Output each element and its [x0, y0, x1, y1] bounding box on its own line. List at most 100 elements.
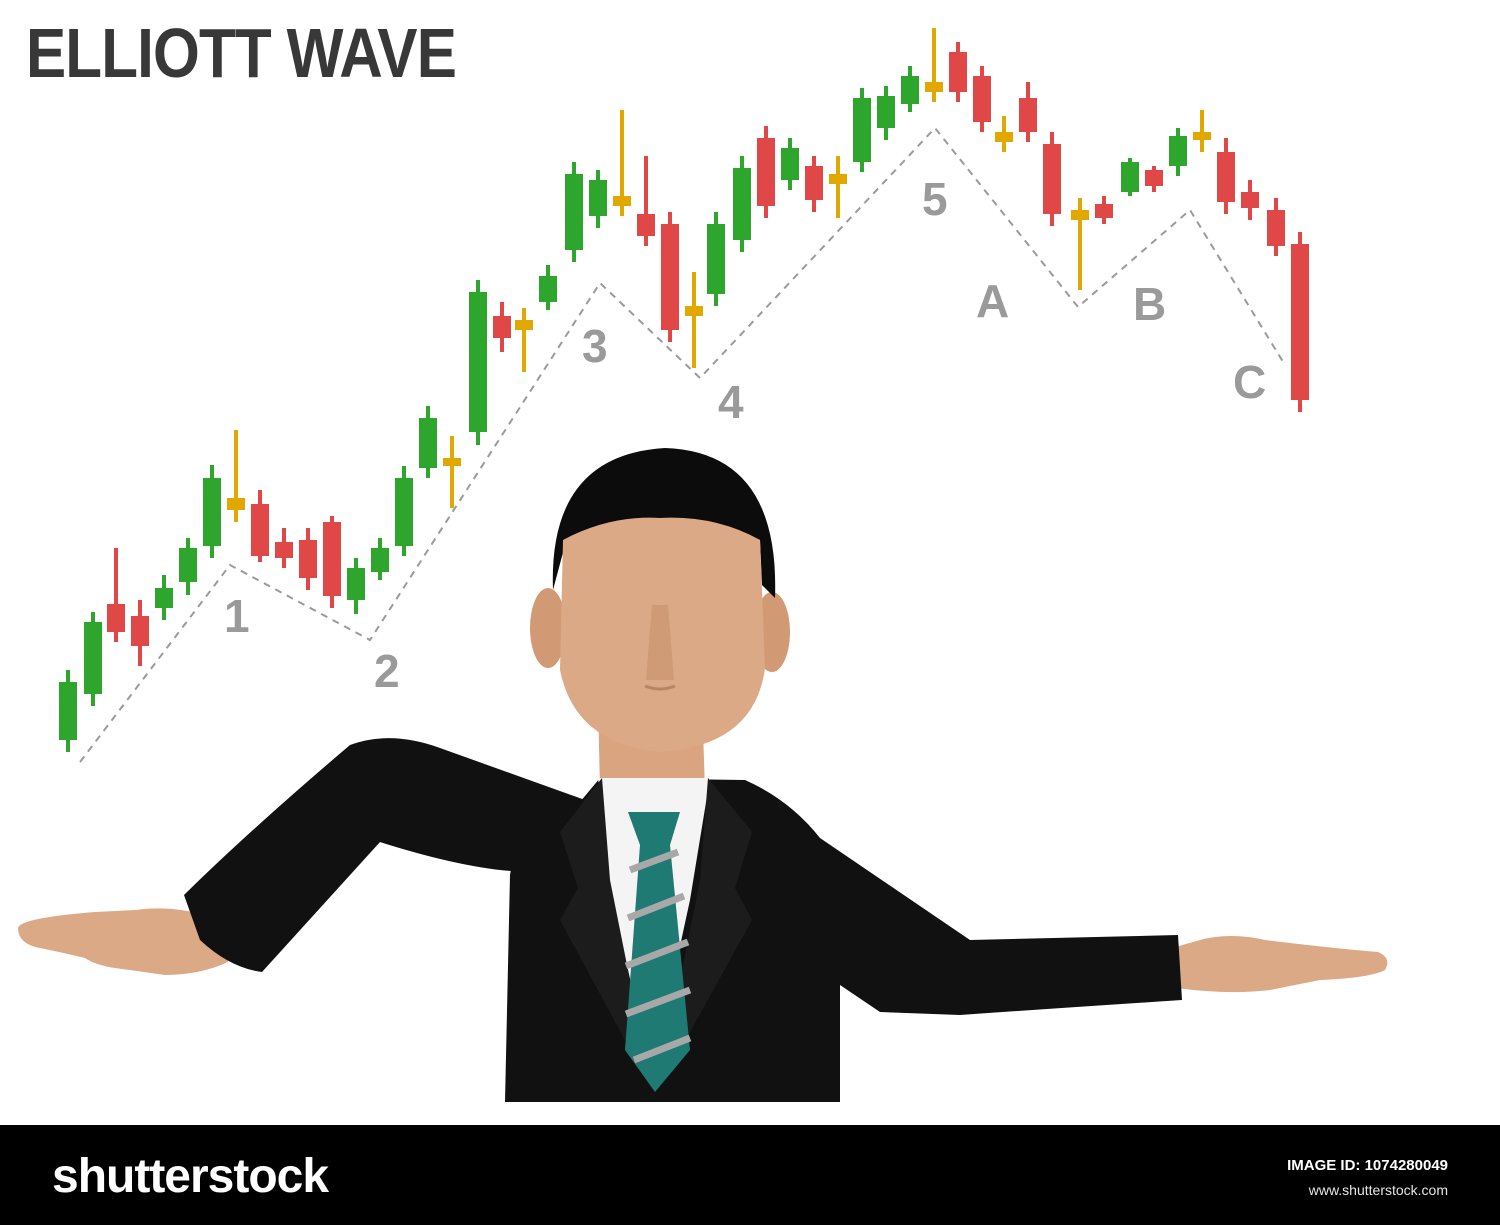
brand-logo: shutterstock	[52, 1150, 329, 1203]
candlestick	[1095, 196, 1113, 224]
candlestick	[1193, 110, 1211, 152]
candlestick	[539, 265, 557, 310]
candlestick	[877, 86, 895, 140]
candle-body	[371, 548, 389, 572]
candlestick	[707, 212, 725, 306]
candle-body	[395, 478, 413, 546]
candlestick	[757, 126, 775, 218]
candle-body	[1121, 162, 1139, 192]
candle-body	[493, 316, 511, 338]
wave-path	[79, 126, 1286, 763]
left-arm	[184, 738, 585, 972]
candlestick	[829, 156, 847, 218]
candlestick	[179, 538, 197, 595]
candle-body	[299, 540, 317, 578]
candle-body	[995, 132, 1013, 142]
page-title: ELLIOTT WAVE	[26, 14, 457, 92]
candle-body	[59, 682, 77, 740]
candlestick	[781, 138, 799, 190]
candlestick	[395, 466, 413, 556]
candlestick	[661, 212, 679, 342]
candle-wick	[692, 272, 696, 368]
candle-body	[685, 306, 703, 316]
wave-label-4: 4	[718, 376, 744, 428]
candle-body	[853, 98, 871, 162]
candle-body	[613, 196, 631, 206]
image-id: IMAGE ID: 1074280049	[1287, 1157, 1448, 1174]
candle-body	[949, 52, 967, 92]
candle-body	[733, 168, 751, 240]
wave-label-c: C	[1233, 356, 1266, 408]
candle-body	[1095, 204, 1113, 218]
candlestick	[251, 490, 269, 562]
candlestick-series	[59, 28, 1309, 752]
candle-wick	[836, 156, 840, 218]
candle-body	[757, 138, 775, 206]
candlestick	[925, 28, 943, 102]
candlestick	[59, 670, 77, 752]
candlestick	[84, 612, 102, 706]
candle-body	[829, 174, 847, 184]
wave-label-a: A	[976, 275, 1009, 327]
candlestick	[1019, 82, 1037, 142]
candlestick	[949, 42, 967, 102]
candlestick	[493, 302, 511, 352]
candlestick	[733, 156, 751, 252]
candle-body	[805, 166, 823, 200]
candle-body	[589, 180, 607, 216]
candlestick	[613, 110, 631, 216]
candle-body	[275, 542, 293, 558]
candle-body	[1169, 136, 1187, 166]
tie-knot	[628, 812, 680, 845]
candlestick	[107, 548, 125, 642]
candle-body	[901, 76, 919, 104]
candlestick	[1291, 232, 1309, 412]
candlestick	[1043, 132, 1061, 226]
tie-stripes	[624, 848, 692, 1064]
candle-body	[1241, 192, 1259, 208]
candlestick	[515, 308, 533, 372]
candle-body	[443, 458, 461, 466]
elliott-wave-illustration: 1 2 3 4 5 A B C	[18, 28, 1388, 1102]
candlestick	[275, 528, 293, 568]
candle-wick	[450, 436, 454, 508]
candle-body	[515, 320, 533, 330]
nose	[646, 605, 674, 680]
candle-wick	[644, 156, 648, 246]
candlestick	[323, 516, 341, 608]
wave-label-b: B	[1133, 278, 1166, 330]
candlestick	[853, 88, 871, 172]
candle-body	[131, 616, 149, 646]
candlestick	[299, 528, 317, 590]
candlestick	[637, 156, 655, 246]
wave-label-5: 5	[922, 173, 948, 225]
candlestick	[1241, 180, 1259, 220]
candlestick	[347, 558, 365, 614]
candle-body	[637, 214, 655, 236]
candle-body	[1019, 98, 1037, 132]
candle-wick	[1200, 110, 1204, 152]
candle-wick	[234, 430, 238, 522]
wave-label-1: 1	[224, 590, 250, 642]
candle-body	[661, 224, 679, 330]
candlestick	[565, 162, 583, 262]
hair	[552, 448, 776, 598]
candlestick	[995, 116, 1013, 152]
candlestick	[419, 406, 437, 478]
candle-wick	[114, 548, 118, 642]
candle-body	[707, 224, 725, 294]
candle-body	[419, 418, 437, 468]
candle-body	[203, 478, 221, 546]
candlestick	[1169, 128, 1187, 176]
candle-body	[347, 568, 365, 600]
candlestick	[1121, 158, 1139, 196]
candlestick	[1217, 138, 1235, 214]
candlestick	[443, 436, 461, 508]
candlestick	[155, 575, 173, 620]
candlestick	[589, 170, 607, 228]
candlestick	[973, 66, 991, 132]
businessman	[18, 448, 1388, 1102]
left-ear	[530, 588, 566, 668]
candle-body	[179, 548, 197, 582]
candle-body	[781, 148, 799, 180]
